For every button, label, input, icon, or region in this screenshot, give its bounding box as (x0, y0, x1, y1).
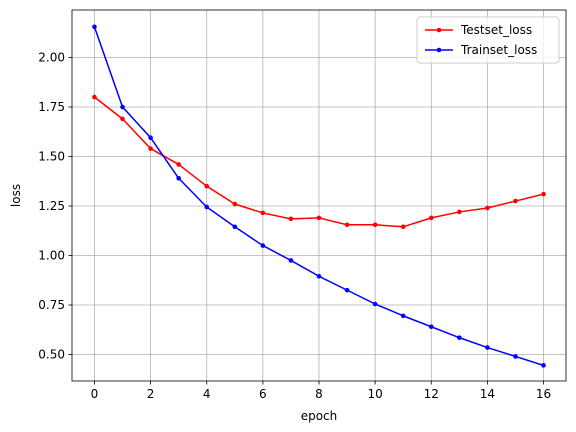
y-tick-label: 1.00 (38, 248, 65, 262)
y-tick-label: 2.00 (38, 51, 65, 65)
grid-layer (72, 10, 566, 381)
data-point (204, 183, 210, 189)
data-point (232, 201, 238, 207)
x-tick-label: 4 (203, 387, 211, 401)
x-tick-label: 0 (91, 387, 99, 401)
y-tick-label: 1.50 (38, 149, 65, 163)
data-point (176, 162, 181, 167)
y-axis-label: loss (9, 184, 23, 207)
data-point (120, 116, 125, 122)
data-point (232, 224, 238, 230)
y-tick-label: 0.50 (38, 347, 65, 361)
legend: Testset_loss Trainset_loss (416, 16, 560, 64)
data-point (288, 258, 294, 263)
data-point (260, 210, 266, 216)
data-point (400, 313, 406, 319)
x-tick-label: 10 (367, 387, 382, 401)
data-point (344, 287, 350, 293)
data-point (92, 94, 97, 100)
data-point (428, 324, 434, 330)
data-point (148, 135, 153, 140)
x-axis-label: epoch (301, 409, 338, 423)
data-point (513, 198, 518, 204)
data-point (457, 209, 462, 215)
data-point (344, 222, 350, 228)
legend-swatch-marker (436, 27, 442, 33)
data-point (176, 175, 181, 181)
x-tick-label: 8 (315, 387, 323, 401)
x-tick-label: 14 (480, 387, 495, 401)
data-point (457, 335, 462, 340)
data-point (400, 224, 406, 230)
data-point (428, 215, 434, 221)
x-tick-label: 12 (424, 387, 439, 401)
x-tick-label: 2 (147, 387, 155, 401)
legend-swatch-marker (436, 47, 442, 53)
data-point (92, 24, 97, 30)
data-point (485, 345, 490, 350)
legend-items: Testset_loss Trainset_loss (425, 23, 537, 57)
data-point (260, 243, 266, 248)
y-tick-label: 1.25 (38, 199, 65, 213)
legend-label: Trainset_loss (460, 43, 537, 57)
data-point (120, 104, 125, 110)
data-point (372, 222, 378, 228)
data-point (541, 191, 546, 197)
series-layer (92, 24, 546, 368)
tick-layer: 0 2 4 6 8 10 12 14 16 0.50 0.75 1.00 1.25 1.50 1.75 2.0… (38, 51, 551, 401)
data-point (372, 301, 378, 307)
data-point (541, 363, 546, 368)
data-point (204, 204, 210, 210)
legend-box (416, 16, 560, 64)
x-tick-label: 16 (536, 387, 551, 401)
legend-label: Testset_loss (460, 23, 532, 37)
y-tick-label: 1.75 (38, 100, 65, 114)
data-point (513, 354, 518, 359)
y-tick-label: 0.75 (38, 298, 65, 312)
data-point (485, 205, 490, 211)
data-point (148, 146, 153, 151)
x-tick-label: 6 (259, 387, 267, 401)
data-point (316, 215, 322, 221)
data-point (288, 216, 294, 222)
data-point (316, 273, 322, 279)
